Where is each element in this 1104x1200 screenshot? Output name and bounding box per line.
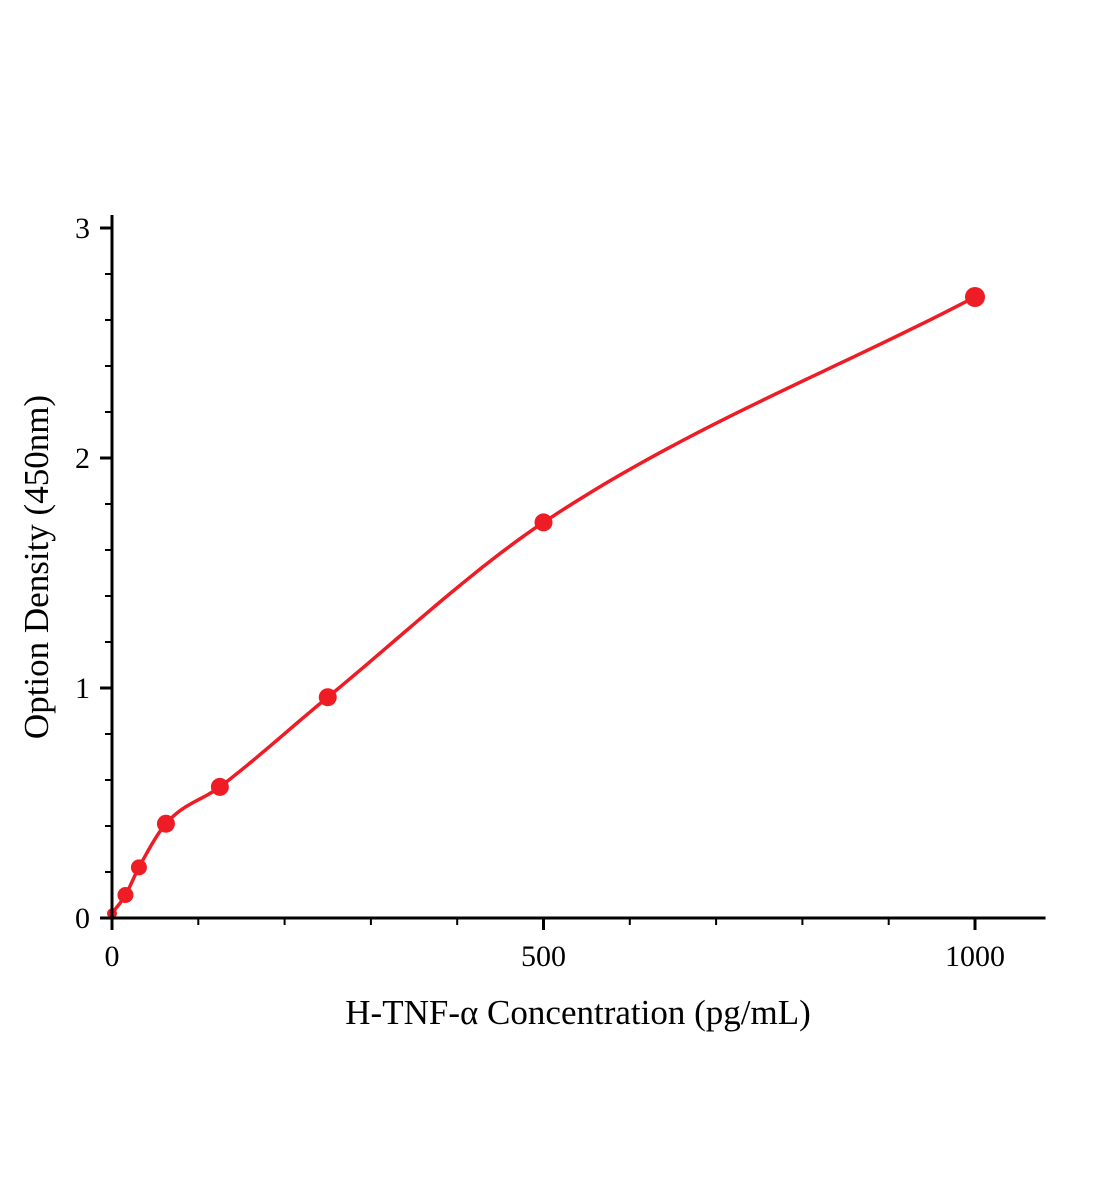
y-tick-label: 2: [75, 442, 90, 475]
x-tick-label: 0: [105, 940, 120, 973]
fit-curve: [110, 295, 977, 916]
y-tick-label: 1: [75, 672, 90, 705]
x-tick-label: 500: [521, 940, 566, 973]
y-axis-title: Option Density (450nm): [17, 395, 56, 739]
y-tick-label: 3: [75, 212, 90, 245]
fit-curve-path: [110, 295, 977, 916]
axes: [100, 215, 1046, 930]
data-point: [965, 287, 985, 307]
data-series-points: [107, 287, 985, 919]
data-point: [210, 777, 229, 796]
y-tick-label: 0: [75, 902, 90, 935]
axis-lines: [110, 215, 1046, 920]
data-point: [534, 513, 553, 532]
tick-labels: 0 500 1000 0 1 2 3: [75, 212, 1005, 973]
x-tick-label: 1000: [945, 940, 1005, 973]
x-axis-title: H-TNF-α Concentration (pg/mL): [345, 993, 810, 1032]
data-point: [130, 859, 147, 876]
data-point: [156, 814, 175, 833]
data-point: [117, 887, 134, 903]
data-point: [318, 688, 337, 707]
